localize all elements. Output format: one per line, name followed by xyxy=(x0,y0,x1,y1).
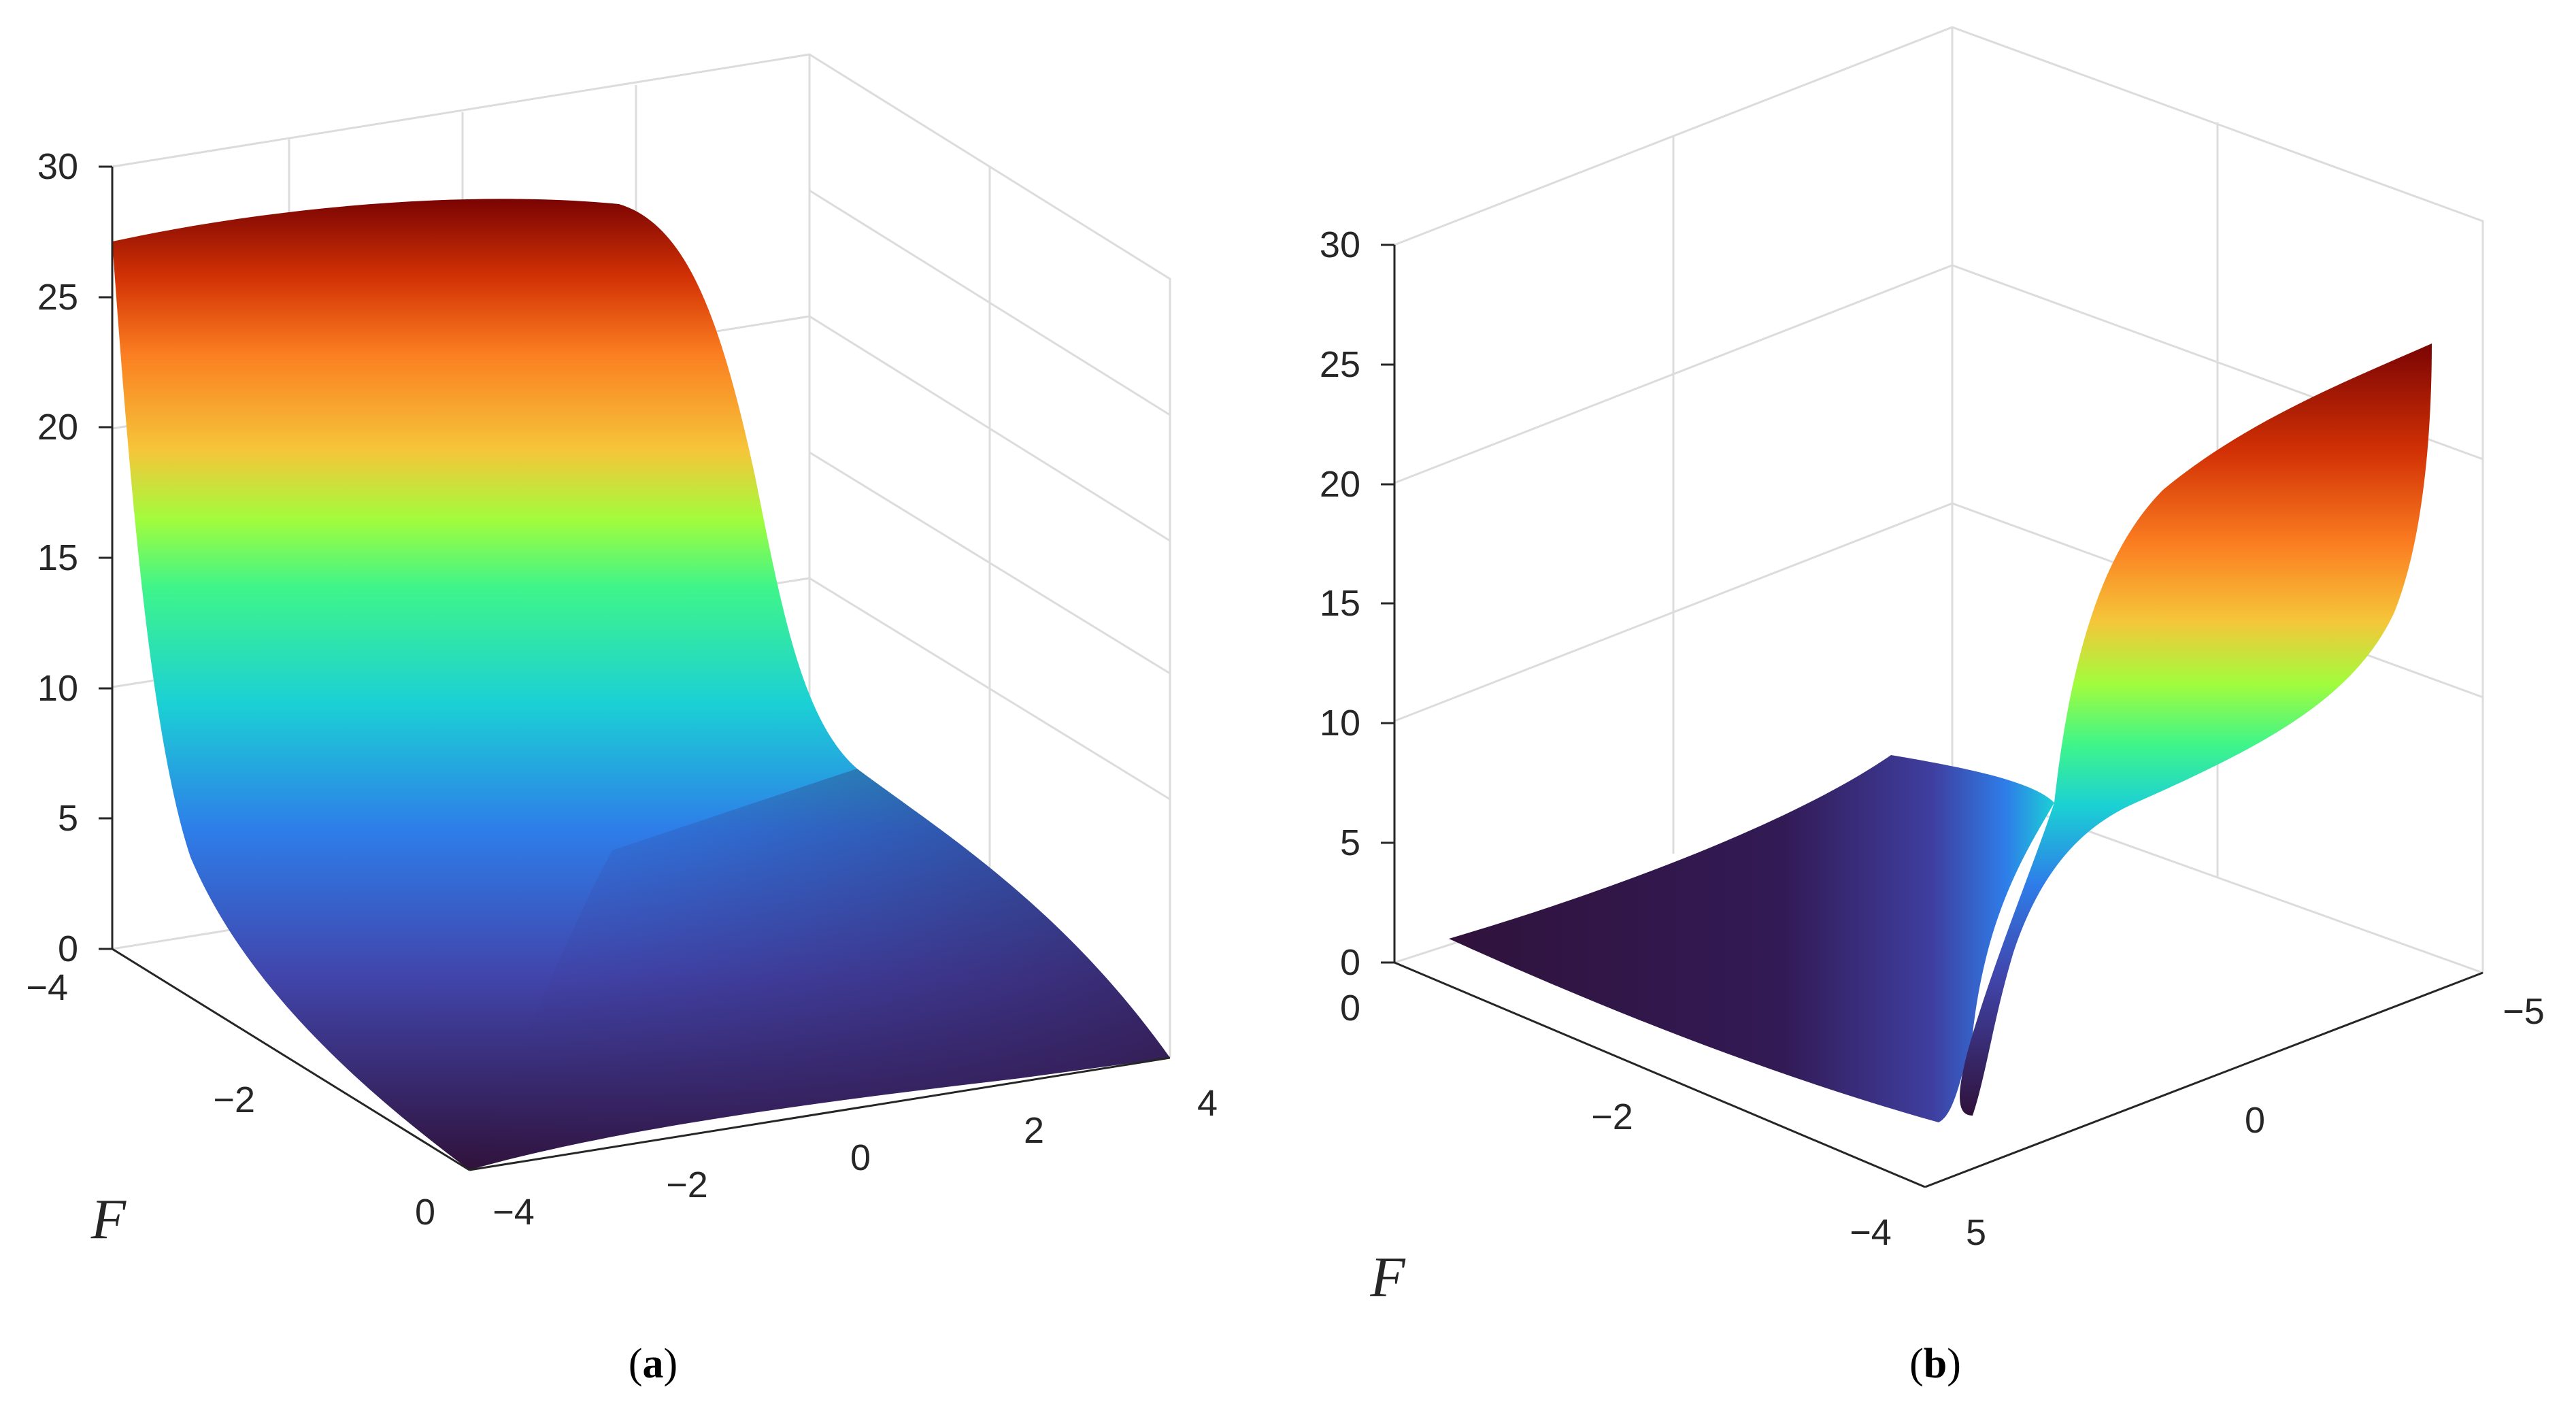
panel-b-z-tick: 15 xyxy=(1320,583,1360,624)
panel-a-x-tick: −4 xyxy=(492,1192,535,1233)
panel-a-f-axis-name: F xyxy=(90,1188,127,1251)
panel-a-f-tick: −2 xyxy=(213,1080,255,1120)
panel-a-z-tick: 30 xyxy=(37,146,78,187)
panel-b-z-axis: 0 5 10 15 20 25 30 xyxy=(1320,224,1360,983)
panel-b-f-tick: 0 xyxy=(1340,988,1360,1029)
panel-b-z-tick: 25 xyxy=(1320,344,1360,385)
panel-a-surface-shading xyxy=(469,769,1170,1170)
panel-b-f-axis: 0 −2 −4 F xyxy=(1340,988,1892,1309)
panel-a-z-tick: 20 xyxy=(37,407,78,448)
panel-a-f-axis: −4 −2 0 F xyxy=(26,967,435,1251)
panel-a-z-axis: 0 5 10 15 20 25 30 xyxy=(37,146,78,969)
panel-a-z-tick: 5 xyxy=(58,798,78,839)
panel-a-z-tick-marks xyxy=(99,165,112,950)
panel-a-z-tick: 10 xyxy=(37,668,78,709)
panel-a-x-tick: 2 xyxy=(1024,1110,1044,1151)
panel-a-caption: (a) xyxy=(629,1341,678,1387)
panel-b-rising-surface xyxy=(1960,344,2432,1116)
panel-a-z-tick: 0 xyxy=(58,929,78,969)
panel-b-caption: (b) xyxy=(1909,1341,1961,1387)
panel-b-surface-plot: 0 5 10 15 20 25 30 0 −2 −4 F 5 0 −5 (b) xyxy=(1320,26,2545,1387)
panel-b-x-tick: −5 xyxy=(2503,991,2545,1032)
panel-a-z-tick: 15 xyxy=(37,537,78,578)
panel-b-z-tick-marks xyxy=(1381,244,1394,964)
panel-b-f-tick: −2 xyxy=(1591,1097,1633,1137)
panel-b-x-tick: 0 xyxy=(2245,1100,2265,1141)
panel-b-x-axis: 5 0 −5 xyxy=(1966,991,2545,1253)
panel-b-flat-surface xyxy=(1449,755,2054,1122)
panel-a-f-tick: 0 xyxy=(415,1192,435,1233)
panel-a-x-tick: −2 xyxy=(666,1165,708,1205)
panel-b-z-tick: 5 xyxy=(1340,822,1360,863)
panel-b-z-tick: 10 xyxy=(1320,703,1360,743)
panel-a-f-tick: −4 xyxy=(26,967,68,1008)
panel-b-z-tick: 30 xyxy=(1320,224,1360,265)
panel-b-x-tick: 5 xyxy=(1966,1212,1986,1253)
panel-a-z-tick: 25 xyxy=(37,277,78,318)
panel-b-z-tick: 20 xyxy=(1320,464,1360,505)
panel-a-surface-plot: 0 5 10 15 20 25 30 −4 −2 0 F −4 −2 0 2 4… xyxy=(26,53,1218,1387)
panel-a-x-tick: 4 xyxy=(1197,1083,1218,1124)
panel-b-f-axis-name: F xyxy=(1369,1246,1406,1309)
panel-b-z-tick: 0 xyxy=(1340,942,1360,983)
panel-a-x-axis: −4 −2 0 2 4 xyxy=(492,1083,1218,1233)
panel-a-x-tick: 0 xyxy=(850,1137,871,1178)
panel-b-f-tick: −4 xyxy=(1850,1212,1892,1253)
